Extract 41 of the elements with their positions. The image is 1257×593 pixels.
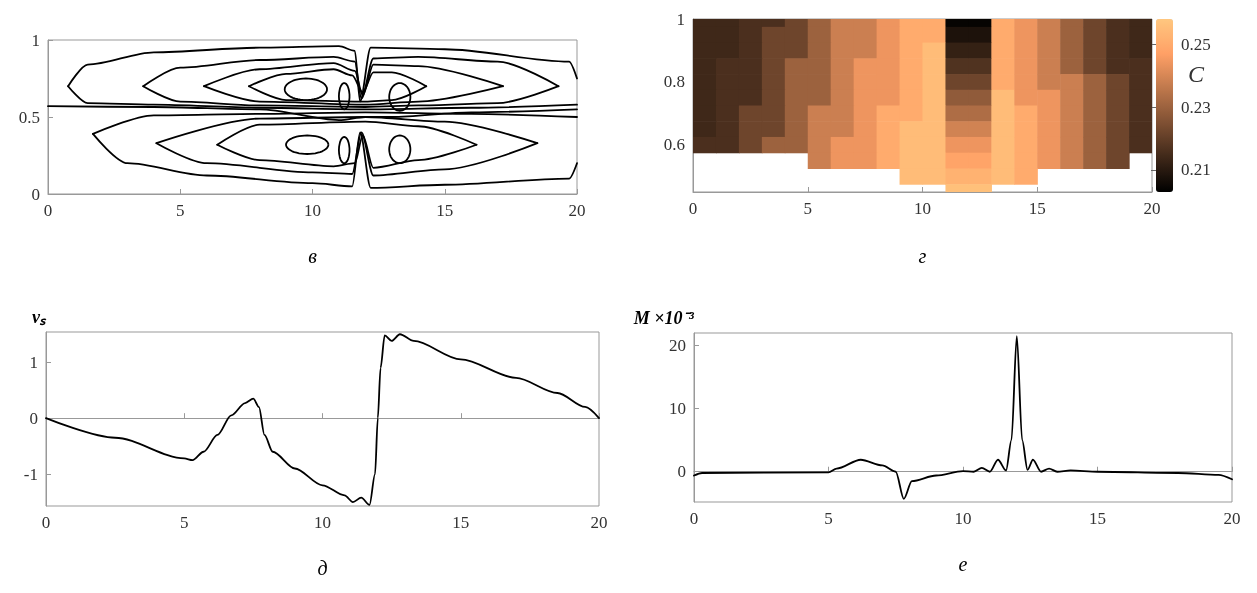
color-bar-label: 0.25 (1181, 34, 1211, 54)
y-tick-label: 0 (677, 462, 686, 482)
x-tick-label: 15 (436, 201, 454, 220)
y-tick-label: 0 (31, 184, 40, 204)
x-axis-title: е (958, 553, 968, 575)
y-axis-title: M ×10⁻³ (632, 308, 695, 328)
x-tick-label: 15 (452, 513, 470, 532)
y-tick-label: 1 (29, 352, 38, 372)
x-tick-label: 15 (1028, 199, 1046, 218)
color-bar-label: 0.21 (1181, 160, 1211, 180)
x-axis-title: в (308, 245, 318, 267)
x-tick-label: 5 (180, 513, 189, 532)
y-tick-label: 20 (669, 336, 686, 356)
x-tick-label: 0 (688, 199, 698, 218)
x-tick-label: 0 (689, 509, 699, 528)
x-axis-title: г (918, 245, 927, 267)
y-tick-label: 0.6 (663, 135, 685, 155)
y-tick-label: 0 (29, 408, 38, 428)
x-tick-label: 20 (568, 201, 586, 220)
x-tick-label: 20 (1223, 509, 1241, 528)
x-tick-label: 5 (824, 509, 833, 528)
x-tick-label: 5 (803, 199, 812, 218)
y-axis-title: vₛ (32, 307, 47, 327)
x-tick-label: 20 (1143, 199, 1161, 218)
x-tick-label: 20 (590, 513, 608, 532)
y-tick-label: 0.5 (18, 107, 40, 127)
x-axis-title: д (317, 557, 328, 579)
color-bar-title: C (1188, 61, 1205, 87)
y-tick-label: 1 (676, 9, 685, 29)
x-tick-label: 0 (43, 201, 53, 220)
x-tick-label: 15 (1089, 509, 1106, 528)
x-tick-label: 5 (176, 201, 185, 220)
x-tick-label: 10 (304, 201, 321, 220)
y-tick-label: 1 (31, 30, 40, 50)
y-tick-label: -1 (23, 464, 38, 484)
x-tick-label: 10 (914, 199, 931, 218)
x-tick-label: 10 (314, 513, 331, 532)
y-tick-label: 0.8 (663, 72, 685, 92)
x-tick-label: 10 (954, 509, 972, 528)
color-bar-label: 0.23 (1181, 97, 1211, 117)
y-tick-label: 10 (669, 399, 686, 419)
